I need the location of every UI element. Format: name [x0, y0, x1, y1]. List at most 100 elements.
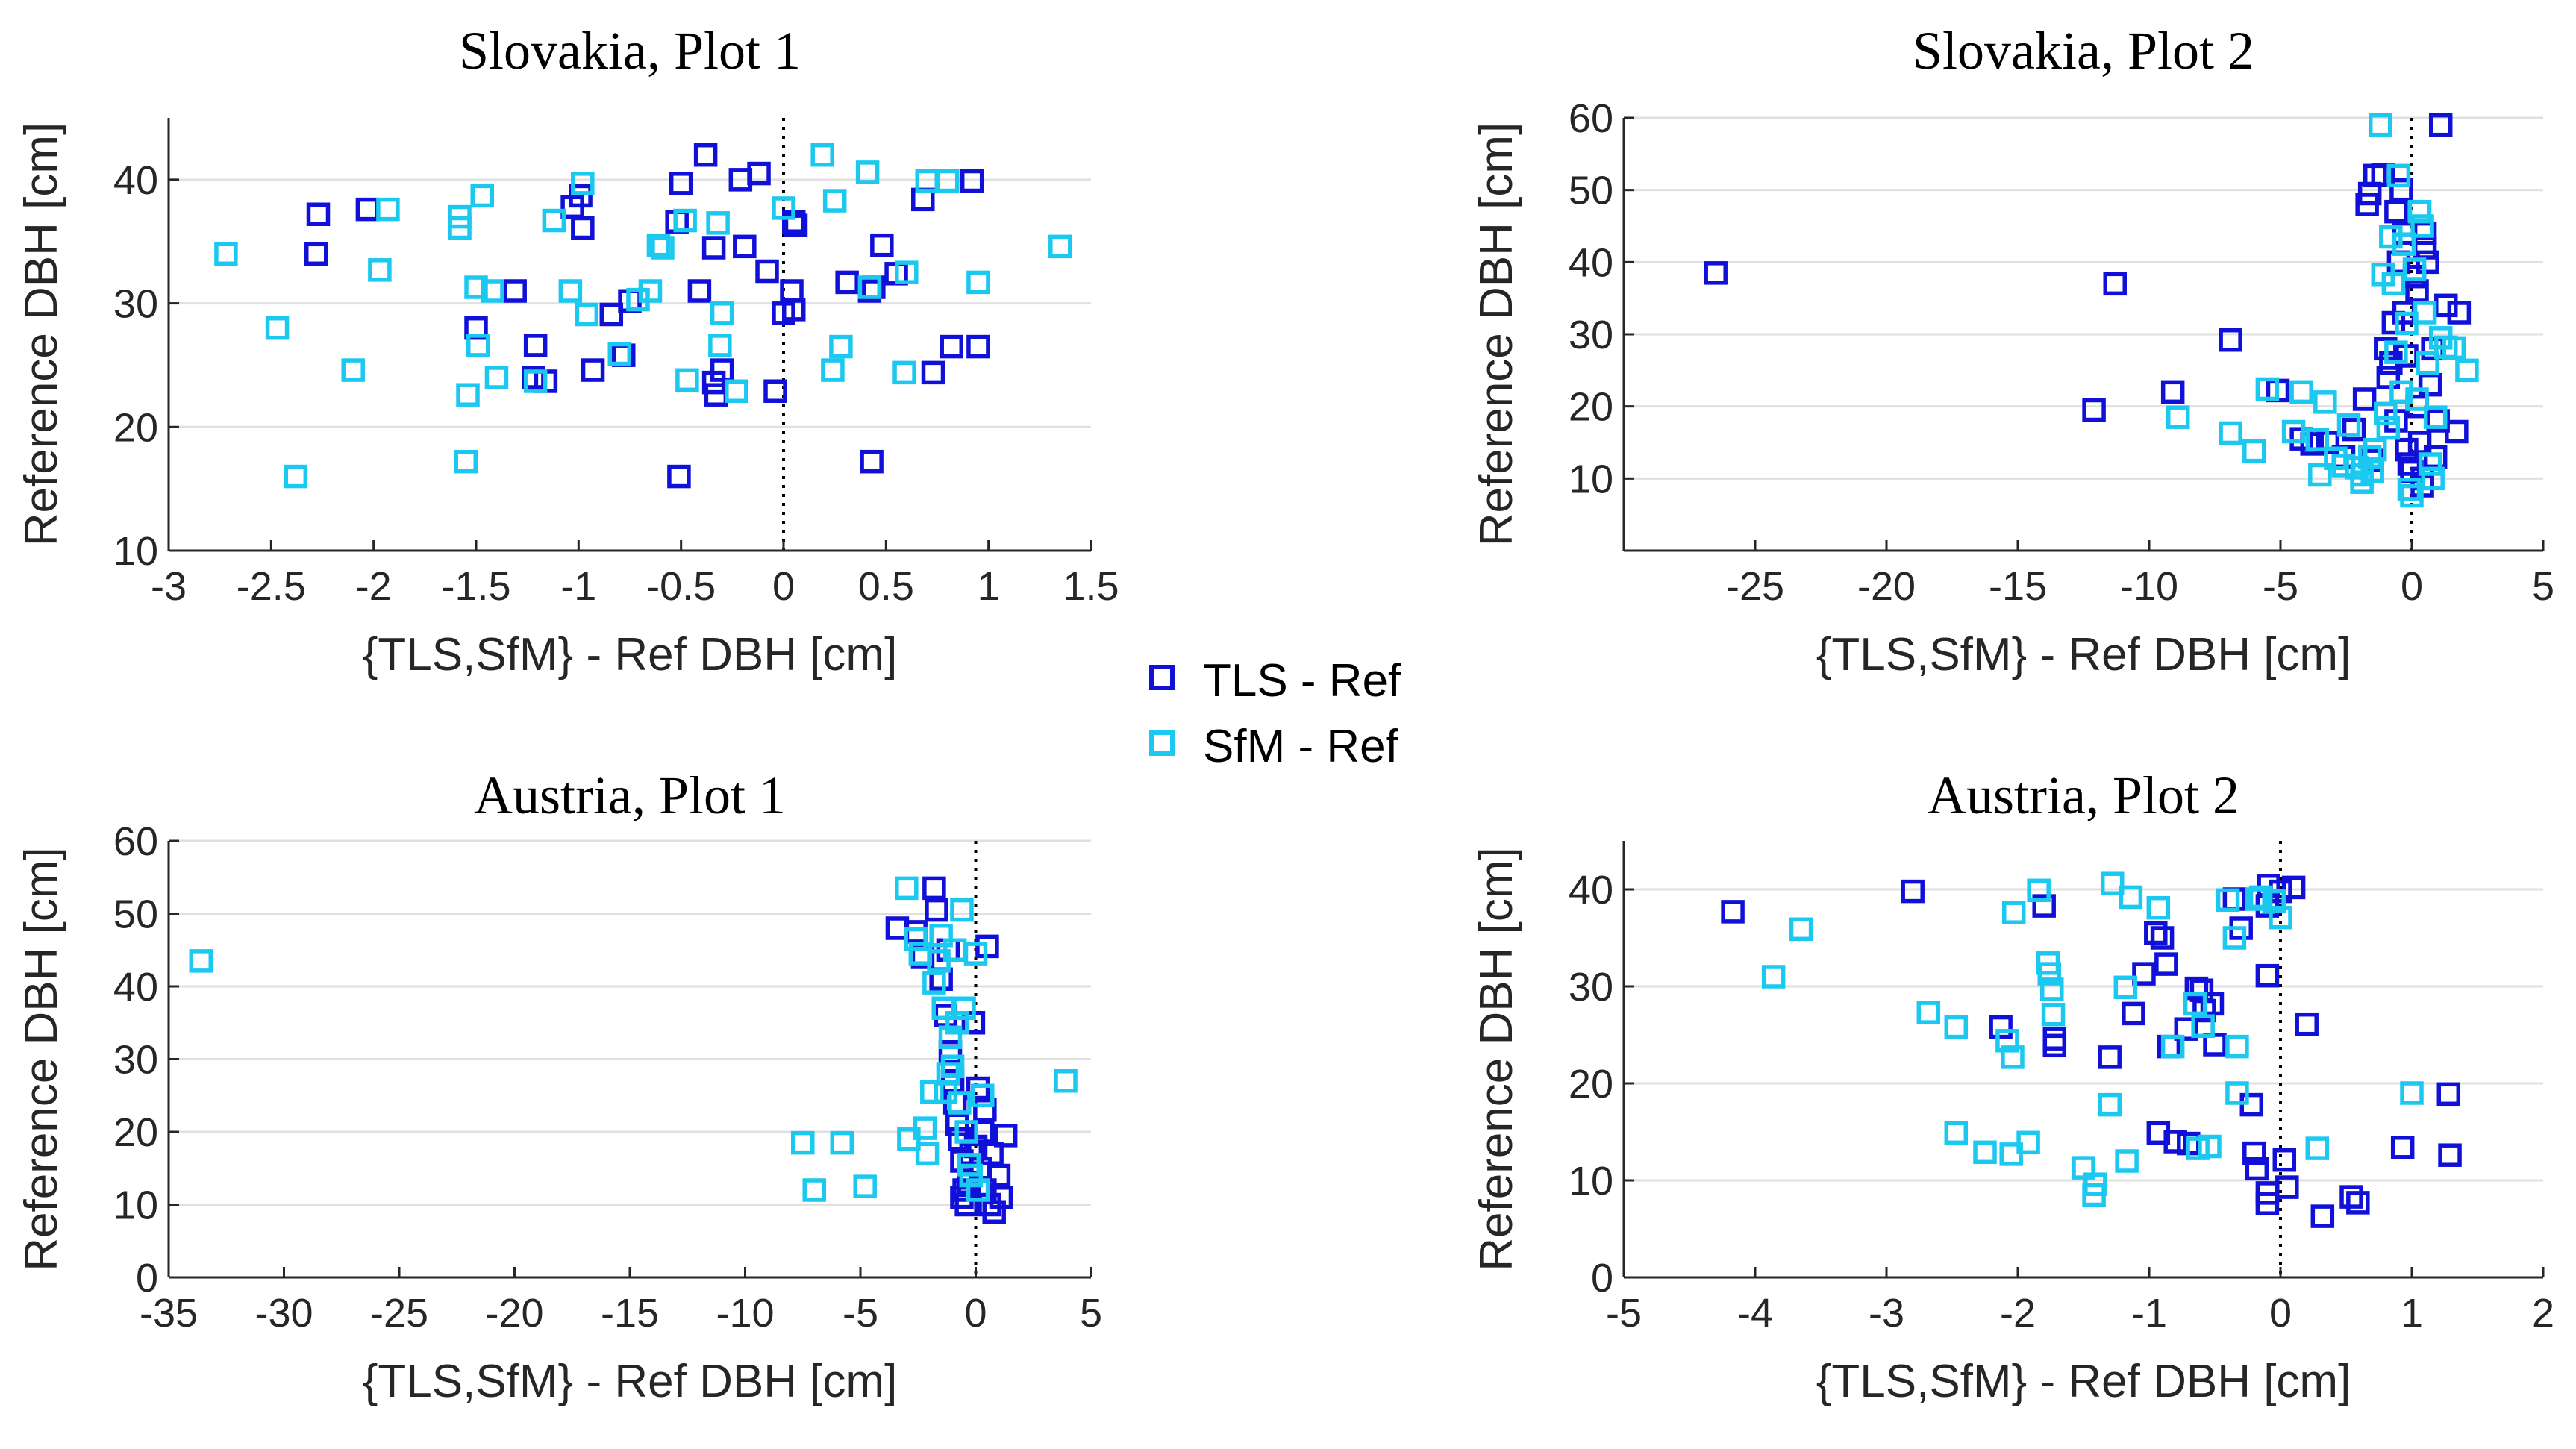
data-point-sfm: [830, 1130, 854, 1155]
data-point-tls: [701, 236, 726, 260]
y-tick-label: 20: [1569, 385, 1613, 430]
data-point-sfm: [2225, 1081, 2249, 1105]
data-point-sfm: [895, 260, 919, 284]
data-point-tls: [523, 334, 548, 357]
data-point-sfm: [2001, 901, 2026, 924]
data-point-tls: [2352, 387, 2377, 411]
data-point-sfm: [638, 279, 663, 303]
data-point-sfm: [822, 189, 847, 213]
y-tick-label: 10: [113, 1183, 158, 1228]
data-point-sfm: [892, 360, 916, 385]
panel-austria-plot-2: Austria, Plot 2-5 -4 -3 -2 -1 0 1 2010203040{TL…: [1471, 766, 2554, 1407]
series-sfm: [2166, 113, 2479, 508]
data-point-tls: [2042, 1027, 2067, 1051]
data-point-tls: [870, 233, 894, 257]
data-point-sfm: [963, 942, 988, 966]
x-tick-label: -5: [2263, 564, 2298, 609]
data-point-tls: [2255, 963, 2280, 988]
data-point-tls: [667, 464, 691, 489]
x-tick-label: 1: [2401, 1291, 2423, 1336]
y-tick-label: 30: [1569, 965, 1613, 1010]
panel-title: Austria, Plot 2: [1928, 766, 2239, 825]
data-point-sfm: [952, 996, 976, 1020]
data-point-sfm: [2308, 463, 2332, 487]
data-point-sfm: [2313, 390, 2337, 414]
data-point-tls: [581, 358, 605, 382]
data-point-sfm: [2037, 962, 2061, 986]
legend: TLS - Ref SfM - Ref: [1149, 655, 1401, 772]
data-point-sfm: [1789, 917, 1813, 942]
data-point-sfm: [2219, 421, 2242, 445]
data-point-tls: [569, 184, 593, 208]
data-point-sfm: [1973, 1140, 1997, 1165]
data-point-sfm: [481, 279, 504, 303]
data-point-sfm: [2407, 199, 2432, 224]
data-point-sfm: [558, 279, 583, 303]
y-tick-label: 10: [113, 529, 158, 574]
data-point-sfm: [2442, 336, 2466, 360]
data-point-tls: [693, 143, 718, 167]
data-point-sfm: [2255, 377, 2280, 401]
data-point-sfm: [1761, 965, 1786, 989]
data-point-sfm: [936, 1062, 960, 1086]
data-point-sfm: [966, 1178, 990, 1202]
data-point-sfm: [802, 1178, 826, 1202]
x-tick-label: 0.5: [858, 564, 914, 609]
legend-marker-tls: [1149, 665, 1175, 690]
x-tick-label: -1.5: [441, 564, 510, 609]
x-tick-label: 0: [2269, 1291, 2292, 1336]
panel-title: Slovakia, Plot 1: [459, 21, 801, 81]
data-point-sfm: [1048, 234, 1072, 259]
x-tick-label: 1: [978, 564, 1000, 609]
data-point-sfm: [2360, 459, 2384, 483]
data-point-sfm: [2262, 889, 2286, 913]
data-point-tls: [2310, 1204, 2335, 1228]
data-point-tls: [922, 876, 946, 901]
data-point-sfm: [2160, 1034, 2185, 1059]
x-tick-label: -3: [1869, 1291, 1904, 1336]
data-point-tls: [940, 334, 963, 359]
data-point-sfm: [607, 342, 632, 366]
data-point-sfm: [2305, 1136, 2330, 1160]
data-point-sfm: [542, 208, 566, 233]
data-point-sfm: [2016, 1130, 2040, 1155]
y-axis-label: Reference DBH [cm]: [16, 847, 67, 1271]
y-tick-label: 30: [1569, 313, 1613, 357]
y-axis-label: Reference DBH [cm]: [1471, 847, 1522, 1271]
data-point-sfm: [940, 1054, 965, 1078]
data-point-sfm: [2400, 483, 2424, 508]
legend-label-tls: TLS - Ref: [1203, 655, 1401, 707]
data-point-tls: [2438, 1143, 2462, 1167]
data-point-tls: [2245, 1157, 2269, 1181]
x-tick-label: -25: [370, 1291, 428, 1336]
x-tick-label: 5: [1080, 1291, 1102, 1336]
x-tick-label: -10: [716, 1291, 774, 1336]
y-tick-label: 40: [1569, 240, 1613, 285]
data-point-tls: [960, 169, 984, 193]
data-point-tls: [2281, 875, 2306, 900]
y-tick-label: 30: [113, 282, 158, 327]
x-tick-label: -35: [140, 1291, 198, 1336]
y-axis-label: Reference DBH [cm]: [1471, 122, 1522, 547]
y-tick-label: 60: [1569, 96, 1613, 141]
data-point-sfm: [772, 196, 795, 220]
legend-marker-sfm: [1149, 730, 1175, 756]
x-tick-label: -1: [560, 564, 596, 609]
data-point-tls: [2384, 199, 2408, 224]
y-tick-label: 40: [113, 965, 158, 1010]
series-sfm: [1761, 871, 2424, 1207]
data-point-sfm: [284, 464, 308, 489]
series-tls: [885, 876, 1018, 1224]
data-point-sfm: [791, 1130, 815, 1155]
data-point-sfm: [2222, 926, 2247, 950]
data-point-sfm: [2166, 405, 2190, 429]
data-point-sfm: [948, 1091, 972, 1115]
x-tick-label: -2: [2000, 1291, 2036, 1336]
data-point-sfm: [2113, 975, 2138, 1000]
x-tick-label: 5: [2532, 564, 2554, 609]
data-point-tls: [2339, 1185, 2363, 1209]
data-point-tls: [2395, 437, 2419, 462]
data-point-sfm: [2369, 113, 2392, 137]
data-point-sfm: [954, 1120, 978, 1144]
